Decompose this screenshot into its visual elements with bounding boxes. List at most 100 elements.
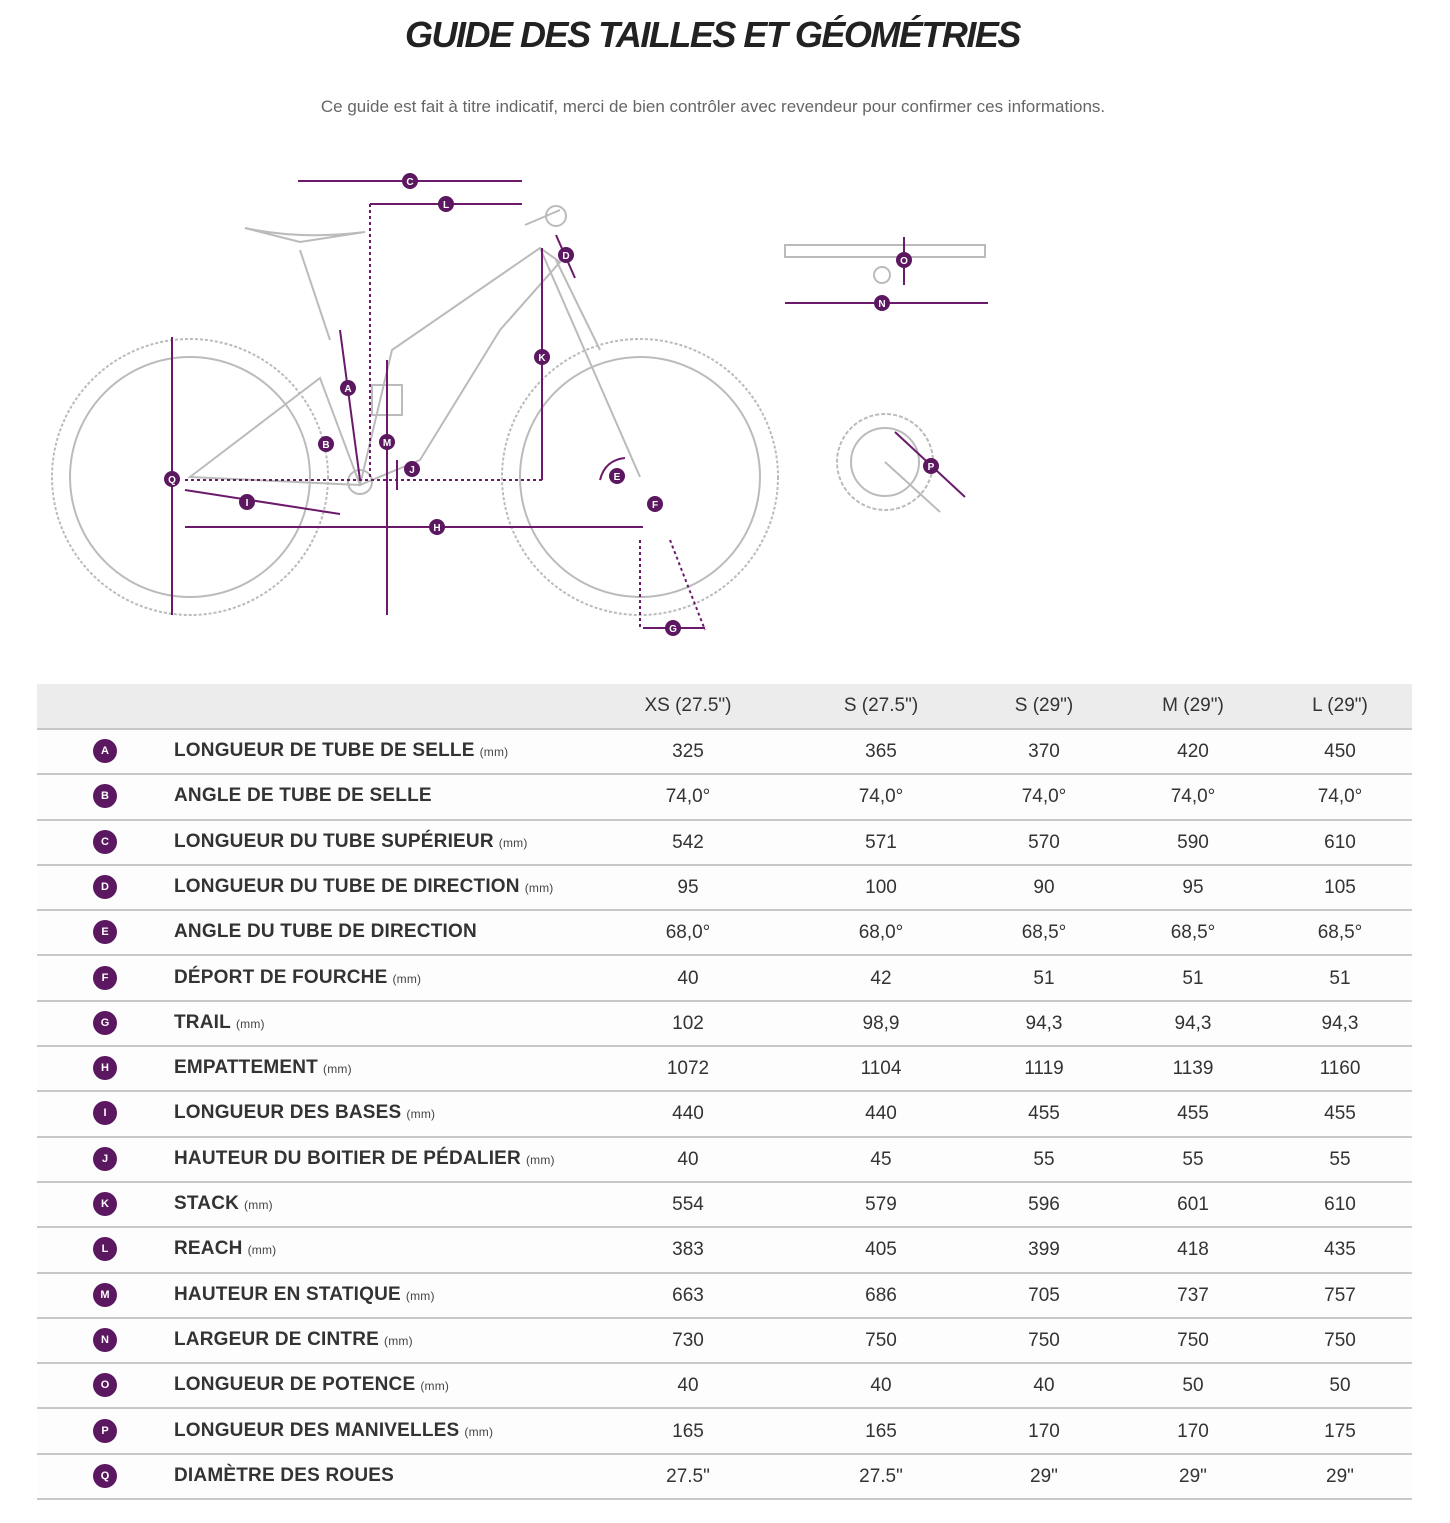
row-badge: E (93, 920, 117, 945)
diagram-letter: Q (168, 475, 176, 486)
value-cell: 325 (672, 741, 704, 762)
diagram-badge (534, 349, 550, 365)
value-cell: 68,5° (1170, 922, 1216, 944)
row-badge: G (93, 1010, 117, 1035)
table-row: Q DIAMÈTRE DES ROUES 27.5" 27.5" 29" 29" 29" (37, 1454, 1412, 1501)
value-cell: 596 (1028, 1194, 1060, 1215)
row-label: DIAMÈTRE DES ROUES (174, 1465, 394, 1487)
value-cell: 750 (1028, 1329, 1060, 1351)
label-text: LONGUEUR DU TUBE SUPÉRIEUR (174, 830, 494, 852)
row-label: LONGUEUR DE TUBE DE SELLE (mm) (174, 740, 508, 762)
value-cell: 100 (865, 876, 897, 898)
table-row: P LONGUEUR DES MANIVELLES (mm) 165 165 170 170… (37, 1409, 1412, 1455)
value-cell: 455 (1177, 1103, 1209, 1125)
row-badge: D (93, 874, 117, 899)
row-badge: K (93, 1192, 117, 1216)
diagram-badge (239, 494, 255, 510)
table-row: E ANGLE DU TUBE DE DIRECTION 68,0° 68,0° 68,… (37, 911, 1412, 957)
unit: (mm) (392, 971, 422, 986)
value-cell: 554 (672, 1194, 704, 1215)
diagram-letter: H (433, 523, 440, 534)
title: GUIDE DES TAILLES ET GÉOMÉTRIES (405, 14, 1021, 55)
value-cell: 40 (870, 1375, 892, 1397)
value-cell: 29" (1326, 1465, 1354, 1487)
diagram-letter: K (538, 353, 546, 364)
label-text: LONGUEUR DU TUBE DE DIRECTION (174, 875, 520, 897)
row-badge: N (93, 1327, 117, 1352)
diagram-badge (379, 434, 395, 450)
unit: (mm) (235, 1016, 265, 1031)
value-cell: 51 (1329, 967, 1351, 989)
row-badge: O (93, 1373, 117, 1398)
diagram-badge (340, 380, 356, 396)
diagram-badge (438, 196, 454, 212)
value-cell: 455 (1324, 1103, 1356, 1125)
value-cell: 50 (1329, 1375, 1351, 1397)
label-text: LONGUEUR DE TUBE DE SELLE (174, 740, 475, 761)
diagram-letter: M (383, 438, 391, 449)
unit: (mm) (405, 1288, 435, 1303)
value-cell: 42 (870, 967, 892, 989)
geometry-table: XS (27.5") S (27.5") S (29") M (29") L (29")… (37, 684, 1412, 1501)
diagram-letter: P (928, 462, 935, 473)
value-cell: 40 (677, 1148, 699, 1170)
value-cell: 29" (1030, 1465, 1058, 1487)
value-cell: 90 (1033, 876, 1055, 898)
column-header: S (29") (1014, 695, 1074, 716)
diagram-badge (429, 519, 445, 535)
value-cell: 750 (865, 1329, 897, 1351)
value-cell: 750 (1324, 1329, 1356, 1351)
diagram-letter: E (614, 472, 621, 483)
row-label: LONGUEUR DES BASES (mm) (174, 1102, 435, 1124)
value-cell: 405 (865, 1239, 897, 1261)
row-badge: F (93, 965, 117, 990)
diagram-letter: A (344, 384, 351, 395)
value-cell: 51 (1033, 967, 1055, 989)
column-header: S (27.5") (843, 695, 919, 716)
row-badge: H (93, 1056, 117, 1081)
value-cell: 55 (1182, 1148, 1204, 1170)
row-label: REACH (mm) (174, 1238, 276, 1260)
unit: (mm) (524, 880, 554, 895)
value-cell: 74,0° (1170, 786, 1216, 808)
value-cell: 74,0° (1317, 786, 1363, 808)
value-cell: 74,0° (858, 786, 904, 808)
diagram-badge (404, 461, 420, 477)
table-row: A LONGUEUR DE TUBE DE SELLE (mm) 325 365 370 4… (37, 730, 1412, 776)
unit: (mm) (525, 1152, 555, 1167)
value-cell: 1072 (666, 1058, 710, 1080)
value-cell: 74,0° (665, 786, 711, 808)
table-row: H EMPATTEMENT (mm) 1072 1104 1119 1139 1160 (37, 1047, 1412, 1093)
bike-diagram: A B C D E F G H I J K L M N O P Q (51, 173, 988, 636)
row-label: ANGLE DU TUBE DE DIRECTION (174, 921, 477, 943)
value-cell: 27.5" (666, 1465, 710, 1487)
value-cell: 579 (865, 1194, 897, 1215)
value-cell: 165 (865, 1420, 897, 1442)
value-cell: 418 (1177, 1239, 1209, 1261)
row-label: LONGUEUR DE POTENCE (mm) (174, 1374, 449, 1396)
bike-drawing (51, 205, 986, 616)
value-cell: 55 (1033, 1148, 1055, 1170)
label-text: EMPATTEMENT (174, 1057, 318, 1079)
row-badge: B (93, 784, 117, 809)
unit: (mm) (323, 1062, 352, 1077)
header-row: XS (27.5") S (27.5") S (29") M (29") L (29") (37, 684, 1412, 730)
diagram-letter: J (409, 465, 415, 476)
row-badge: A (93, 739, 117, 763)
label-text: REACH (174, 1238, 243, 1260)
diagram-letter: B (322, 440, 329, 451)
value-cell: 542 (672, 831, 704, 853)
row-badge: P (93, 1418, 117, 1443)
table-row: D LONGUEUR DU TUBE DE DIRECTION (mm) 95 100 9… (37, 865, 1412, 912)
diagram-letter: L (443, 200, 449, 211)
value-cell: 98,9 (862, 1012, 900, 1034)
value-cell: 95 (677, 876, 699, 898)
table-row: O LONGUEUR DE POTENCE (mm) 40 40 40 50 50 (37, 1364, 1412, 1410)
value-cell: 29" (1179, 1465, 1207, 1487)
diagram-badge (609, 468, 625, 484)
row-label: DÉPORT DE FOURCHE (mm) (174, 967, 421, 989)
label-text: STACK (174, 1193, 240, 1214)
column-header: M (29") (1162, 695, 1224, 716)
value-cell: 590 (1177, 831, 1209, 853)
diagram-letter: N (878, 299, 885, 310)
